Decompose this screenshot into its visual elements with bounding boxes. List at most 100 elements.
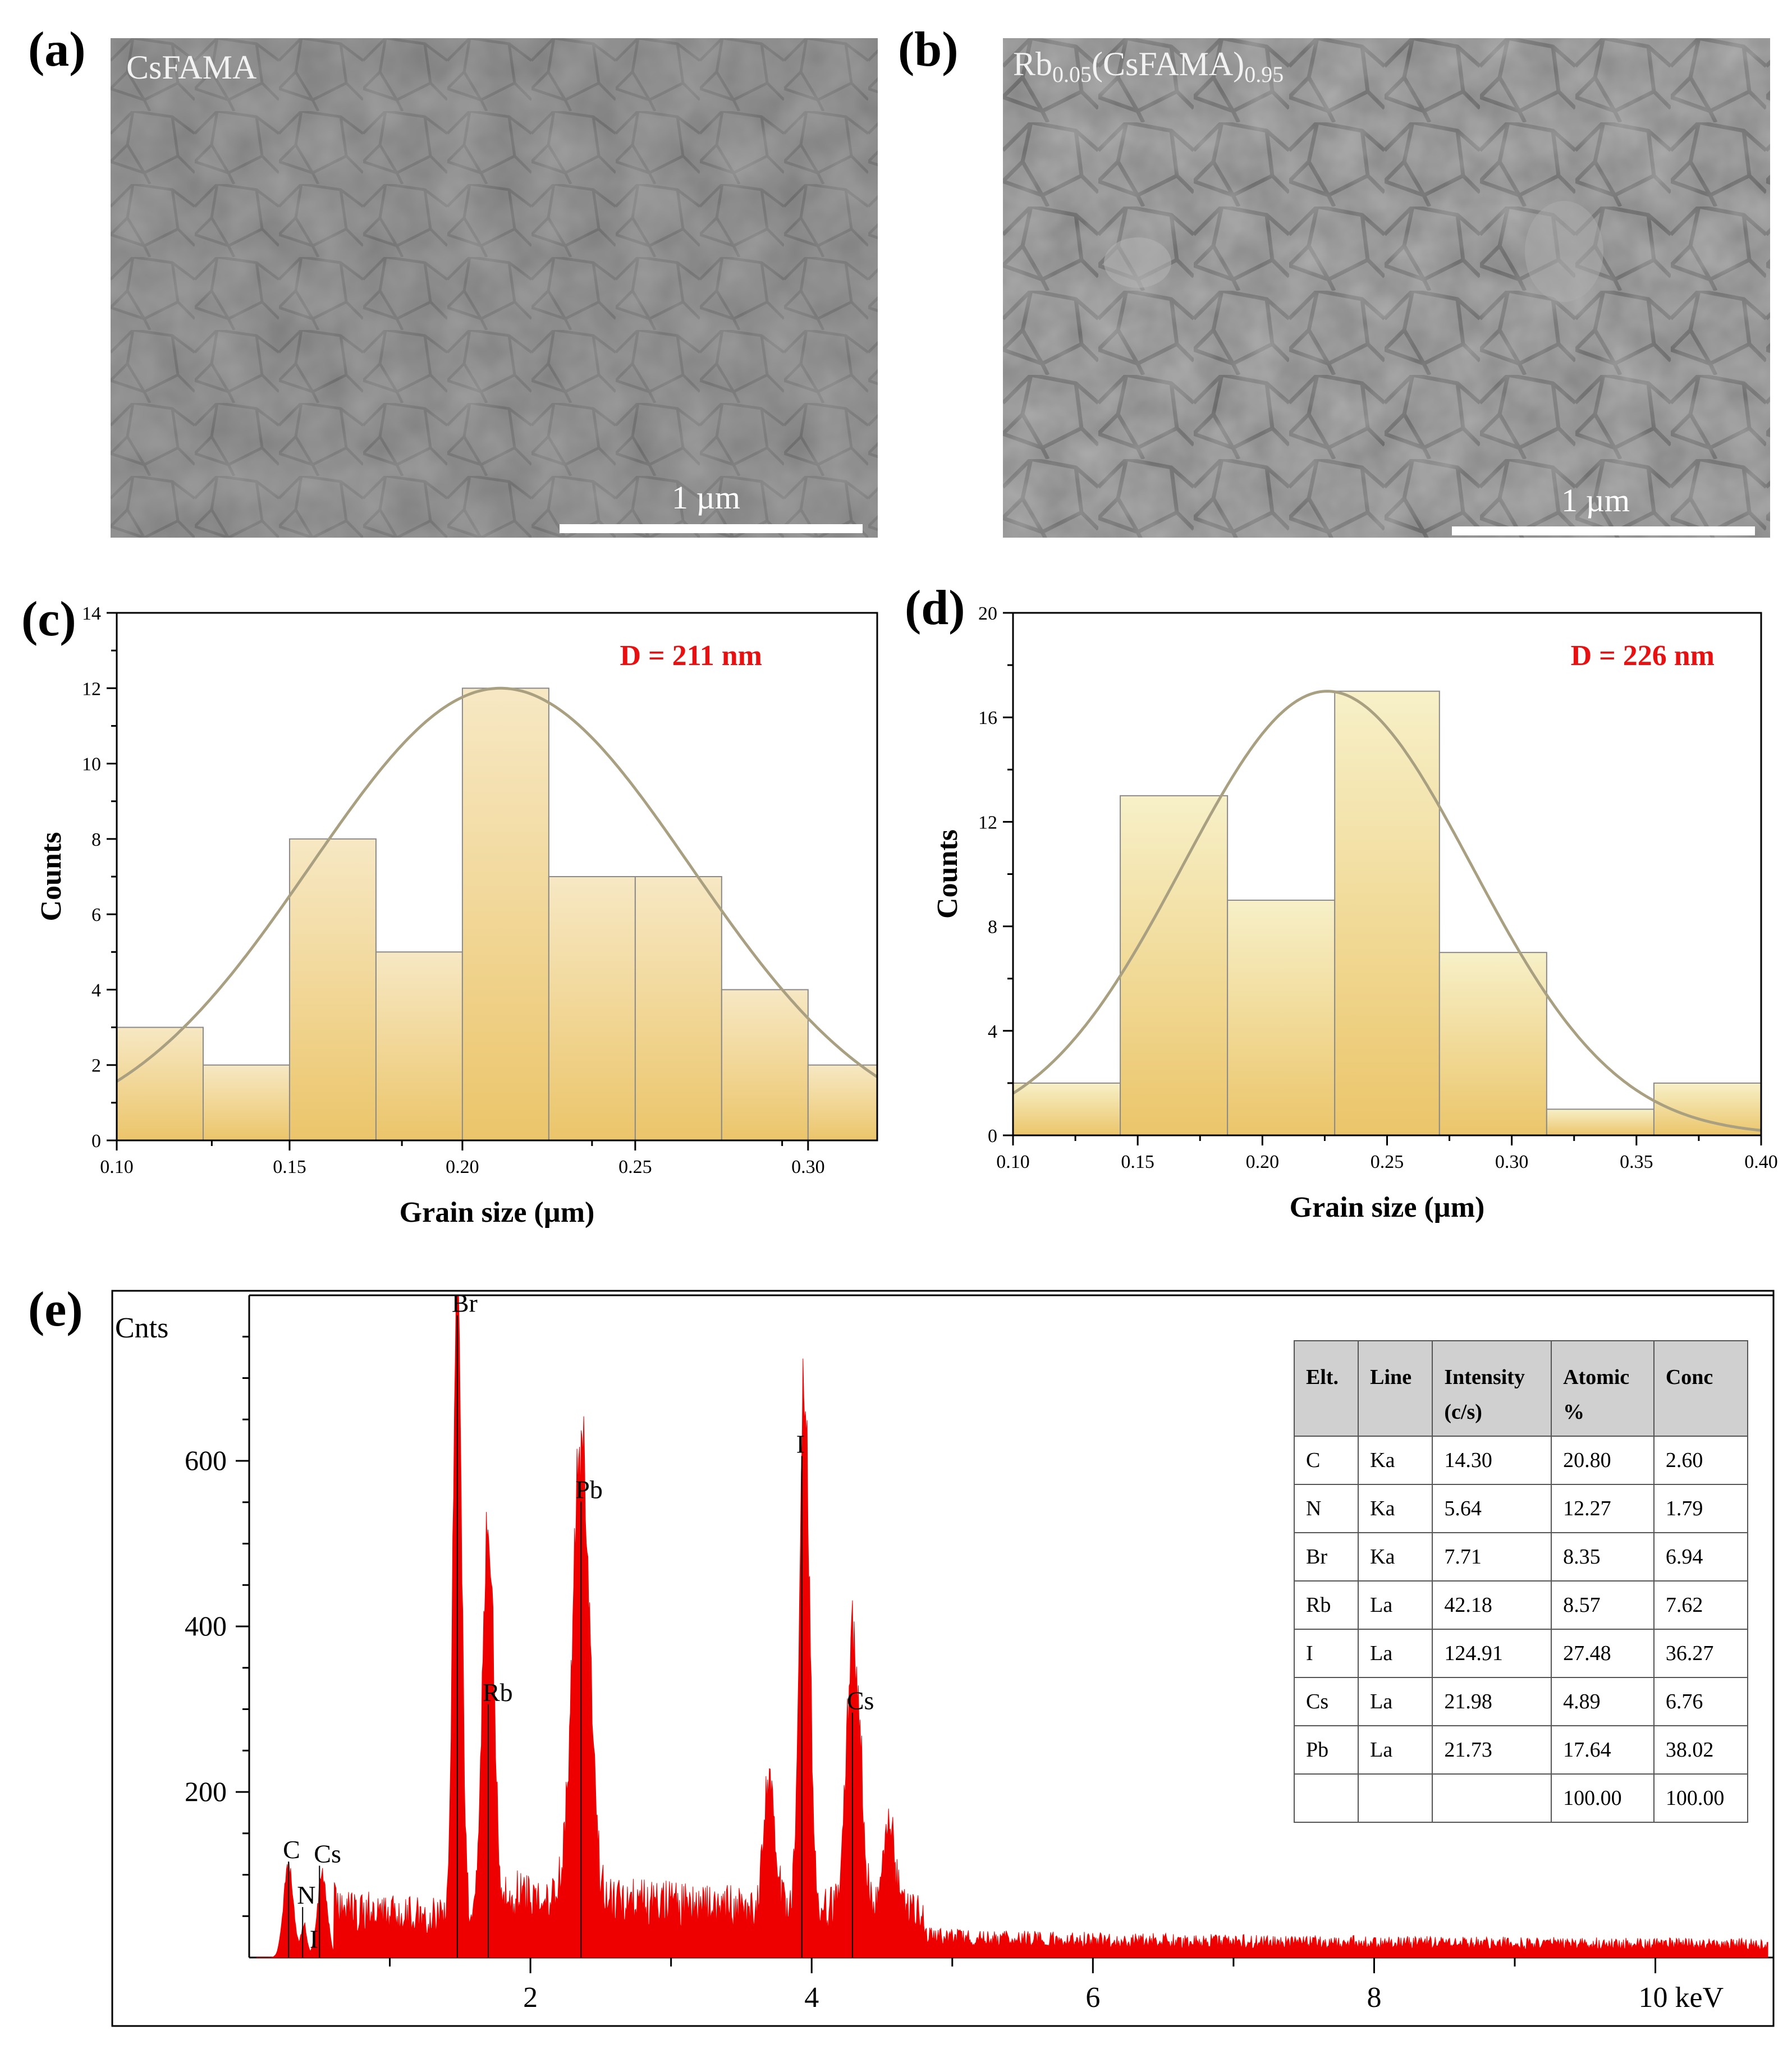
peak-label: I <box>796 1429 805 1458</box>
x-tick-label: 8 <box>1367 1982 1381 2014</box>
eds-table-cell: 8.35 <box>1551 1532 1654 1582</box>
eds-table-cell: 17.64 <box>1551 1725 1654 1775</box>
x-tick-label: 0.30 <box>791 1157 825 1177</box>
y-tick-label: 8 <box>91 829 101 850</box>
bar <box>1546 1108 1654 1136</box>
eds-table-cell: Cs <box>1293 1677 1359 1726</box>
x-tick-label: 0.30 <box>1495 1152 1529 1172</box>
x-tick-label: 0.15 <box>273 1157 306 1177</box>
eds-table-cell: 4.89 <box>1551 1677 1654 1726</box>
bars <box>116 687 878 1142</box>
eds-table-cell <box>1358 1773 1433 1823</box>
scale-bar-label-a: 1 µm <box>672 479 741 516</box>
eds-table-cell: C <box>1293 1436 1359 1485</box>
peak-label: N <box>297 1881 315 1909</box>
y-tick-label: 600 <box>185 1445 227 1476</box>
scale-bar-b <box>1452 526 1755 535</box>
y-tick-label: 200 <box>185 1776 227 1807</box>
x-tick-label: 0.35 <box>1620 1152 1653 1172</box>
y-axis-title: Counts <box>932 829 964 919</box>
eds-table-cell: 124.91 <box>1432 1629 1552 1678</box>
x-tick-label: 0.40 <box>1744 1152 1778 1172</box>
y-tick-label: 400 <box>185 1610 227 1642</box>
peak-label: Rb <box>483 1678 513 1707</box>
eds-table-cell: Rb <box>1293 1580 1359 1630</box>
bar <box>1120 795 1229 1136</box>
y-tick-label: 4 <box>91 980 101 1001</box>
eds-table-header-cell: Line <box>1358 1340 1433 1437</box>
eds-table-cell: 36.27 <box>1653 1629 1749 1678</box>
eds-table-cell: I <box>1293 1629 1359 1678</box>
eds-table-cell: La <box>1358 1580 1433 1630</box>
peak-label: Pb <box>575 1475 603 1503</box>
x-tick-label: 4 <box>804 1982 819 2014</box>
peak-label: Cs <box>314 1839 341 1868</box>
gaussian-fit-line <box>1012 690 1762 1132</box>
bar <box>461 687 549 1142</box>
y-tick-label: 4 <box>988 1021 997 1042</box>
y-tick-label: 14 <box>82 603 101 624</box>
histogram-d: 0.10 0.15 0.20 0.25 0.30 0.35 0.40 0 4 8 12 16 20 Gra… <box>932 603 1778 1223</box>
bar <box>548 876 636 1141</box>
y-tick-label: 10 <box>82 754 101 775</box>
eds-table-cell <box>1293 1773 1359 1823</box>
sem-caption-a: CsFAMA <box>126 49 257 86</box>
eds-table-cell: 20.80 <box>1551 1436 1654 1485</box>
panel-label-b: (b) <box>898 22 959 77</box>
x-tick-label: 0.15 <box>1121 1152 1154 1172</box>
eds-quant-table: Elt. Line Intensity (c/s) Atomic% Conc C Ka 1… <box>1293 1340 1749 1823</box>
annotation-c: D = 211 nm <box>620 640 762 672</box>
eds-table-row: Rb La 42.18 8.57 7.62 <box>1293 1580 1749 1630</box>
bar <box>202 1064 290 1142</box>
eds-table-header-cell: Intensity (c/s) <box>1432 1340 1552 1437</box>
sem-texture-a <box>111 38 878 538</box>
bar <box>807 1064 878 1142</box>
panel-label-a: (a) <box>28 22 86 77</box>
eds-table-row: 100.00 100.00 <box>1293 1773 1749 1823</box>
panel-label-d: (d) <box>905 581 965 635</box>
panel-label-c: (c) <box>21 592 76 647</box>
eds-table-cell: Ka <box>1358 1436 1433 1485</box>
y-tick-label: 0 <box>91 1131 101 1152</box>
bar <box>288 838 377 1142</box>
eds-table-cell: 42.18 <box>1432 1580 1552 1630</box>
eds-table-cell: 2.60 <box>1653 1436 1749 1485</box>
x-tick-label: 0.10 <box>996 1152 1030 1172</box>
outer-frame <box>111 1290 1775 2027</box>
x-tick-label: 0.20 <box>1246 1152 1280 1172</box>
y-tick-label: 12 <box>82 679 101 699</box>
eds-table-cell: La <box>1358 1725 1433 1775</box>
sem-image-a: CsFAMA 1 µm <box>111 38 878 538</box>
eds-table-cell: N <box>1293 1484 1359 1533</box>
x-axis-title: Grain size (µm) <box>1290 1191 1485 1223</box>
eds-table-cell: Br <box>1293 1532 1359 1582</box>
eds-table-cell: 27.48 <box>1551 1629 1654 1678</box>
gaussian-fit-line <box>116 686 878 1083</box>
eds-table-cell: La <box>1358 1677 1433 1726</box>
spectrum-area <box>256 1295 1768 1958</box>
eds-table-cell: 6.94 <box>1653 1532 1749 1582</box>
eds-table-cell <box>1432 1773 1552 1823</box>
sem-image-b: Rb0.05(CsFAMA)0.95 1 µm <box>1003 38 1770 538</box>
plot-frame <box>116 612 878 1142</box>
eds-table-row: Br Ka 7.71 8.35 6.94 <box>1293 1532 1749 1582</box>
eds-table-row: N Ka 5.64 12.27 1.79 <box>1293 1484 1749 1533</box>
peak-label: Br <box>452 1289 478 1318</box>
eds-table-header-cell: Elt. <box>1293 1340 1359 1437</box>
scale-bar-label-b: 1 µm <box>1561 482 1630 519</box>
x-tick-label: 10 keV <box>1639 1982 1724 2014</box>
eds-table-row: C Ka 14.30 20.80 2.60 <box>1293 1436 1749 1485</box>
x-tick-label: 0.10 <box>100 1157 134 1177</box>
bar <box>375 951 463 1141</box>
bar <box>1012 1082 1121 1136</box>
eds-table-cell: 7.71 <box>1432 1532 1552 1582</box>
eds-table-cell: 12.27 <box>1551 1484 1654 1533</box>
bar <box>1334 690 1440 1136</box>
eds-table-cell: 1.79 <box>1653 1484 1749 1533</box>
eds-table-header-row: Elt. Line Intensity (c/s) Atomic% Conc <box>1293 1340 1749 1437</box>
eds-table-row: Pb La 21.73 17.64 38.02 <box>1293 1725 1749 1775</box>
x-tick-label: 6 <box>1085 1982 1100 2014</box>
panel-label-e: (e) <box>28 1282 83 1337</box>
eds-table-cell: 100.00 <box>1551 1773 1654 1823</box>
